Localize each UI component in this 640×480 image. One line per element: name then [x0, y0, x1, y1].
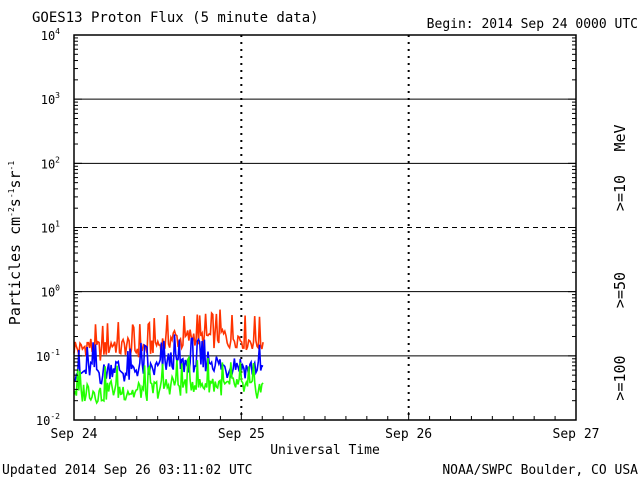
legend-ge100: >=100: [611, 355, 629, 400]
y-tick-base: 10: [41, 222, 55, 236]
y-tick-label: 10-2: [36, 412, 60, 428]
x-axis-title: Universal Time: [270, 443, 380, 458]
x-tick-label: Sep 24: [51, 427, 98, 442]
y-tick-exponent: -1: [50, 348, 60, 357]
chart-title: GOES13 Proton Flux (5 minute data): [32, 10, 319, 26]
series-line-ge10: [73, 309, 264, 361]
y-tick-base: 10: [41, 157, 55, 171]
credit-label: NOAA/SWPC Boulder, CO USA: [442, 463, 638, 478]
y-tick-label: 101: [41, 220, 60, 236]
legend: MeV >=10 >=50 >=100: [611, 124, 629, 400]
y-tick-label: 10-1: [36, 348, 60, 364]
y-tick-base: 10: [41, 93, 55, 107]
y-tick-exponent: 0: [55, 284, 60, 293]
x-axis: Sep 24 Sep 25 Sep 26 Sep 27: [51, 412, 600, 442]
y-tick-base: 10: [36, 350, 50, 364]
y-tick-exponent: 2: [55, 155, 60, 164]
y-tick-label: 102: [41, 155, 60, 171]
y-tick-base: 10: [41, 29, 55, 43]
begin-time-label: Begin: 2014 Sep 24 0000 UTC: [427, 17, 638, 32]
y-tick-exponent: 3: [55, 91, 60, 100]
x-tick-label: Sep 25: [218, 427, 265, 442]
series-line-ge100: [73, 354, 264, 405]
x-tick-label: Sep 27: [553, 427, 600, 442]
y-axis-title: Particles cm-2s-1sr-1: [6, 161, 24, 326]
y-tick-exponent: 1: [55, 220, 60, 229]
y-tick-label: 100: [41, 284, 60, 300]
y-tick-base: 10: [36, 414, 50, 428]
updated-timestamp: Updated 2014 Sep 26 03:11:02 UTC: [2, 463, 252, 478]
x-tick-label: Sep 26: [385, 427, 432, 442]
series-layer: [73, 309, 264, 405]
y-tick-base: 10: [41, 286, 55, 300]
legend-ge50: >=50: [611, 272, 629, 308]
legend-ge10: >=10: [611, 175, 629, 211]
legend-units: MeV: [611, 124, 629, 151]
y-tick-label: 103: [41, 91, 60, 107]
y-tick-exponent: -2: [50, 412, 60, 421]
y-tick-exponent: 4: [55, 27, 60, 36]
grid-layer: [74, 35, 576, 420]
y-tick-label: 104: [41, 27, 60, 43]
